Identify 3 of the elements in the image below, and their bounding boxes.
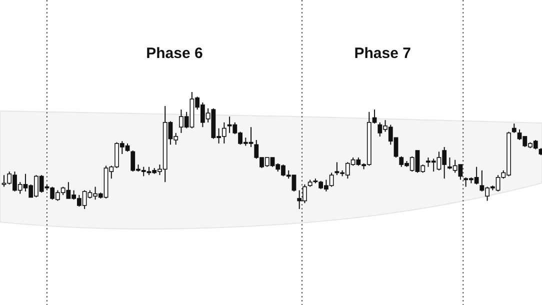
candlestick — [512, 123, 516, 134]
text: Phase 6 — [146, 45, 203, 62]
text: Phase 7 — [354, 45, 411, 62]
